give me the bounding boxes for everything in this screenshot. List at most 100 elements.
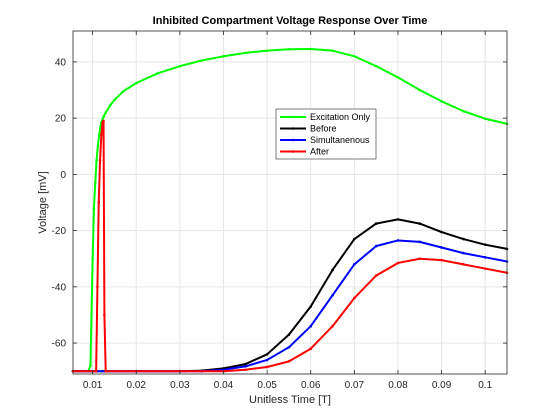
data-point-simultanenous [375,245,378,248]
data-point-before [484,243,487,246]
data-point-after [103,314,106,317]
data-point-simultanenous [353,263,356,266]
data-point-before [288,333,291,336]
data-point-after [440,259,443,262]
data-point-excitation-only [440,100,443,103]
data-point-simultanenous [266,359,269,362]
x-tick-label: 0.02 [127,380,147,391]
data-point-simultanenous [462,252,465,255]
data-point-before [309,305,312,308]
data-point-after [309,347,312,350]
data-point-excitation-only [179,65,182,68]
data-point-after [104,370,107,373]
data-point-excitation-only [244,52,247,55]
data-point-excitation-only [135,82,138,85]
data-point-excitation-only [91,257,94,260]
legend-label-simultanenous: Simultanenous [310,135,370,145]
data-point-simultanenous [484,256,487,259]
data-point-after [418,257,421,260]
data-point-after [95,370,98,373]
x-tick-label: 0.04 [214,380,234,391]
data-point-excitation-only [104,111,107,114]
data-point-excitation-only [288,48,291,51]
data-point-before [462,238,465,241]
data-point-after [484,267,487,270]
legend-marker-excitation-only [292,116,295,119]
data-point-excitation-only [93,207,96,210]
data-point-after [99,159,102,162]
data-point-after [353,297,356,300]
legend-label-before: Before [310,124,337,134]
data-point-excitation-only [462,110,465,113]
legend-marker-before [292,127,295,130]
data-point-after [102,120,105,123]
data-point-before [418,222,421,225]
y-tick-label: 0 [60,170,66,181]
data-point-after [266,366,269,369]
x-tick-label: 0.06 [301,380,321,391]
data-point-excitation-only [109,104,112,107]
data-point-excitation-only [266,49,269,52]
data-point-excitation-only [200,59,203,62]
y-axis-label: Voltage [mV] [37,171,49,233]
x-tick-label: 0.09 [432,380,452,391]
data-point-excitation-only [309,48,312,51]
chart-title: Inhibited Compartment Voltage Response O… [153,15,428,27]
data-point-before [375,222,378,225]
data-point-simultanenous [244,365,247,368]
data-point-excitation-only [397,76,400,79]
data-point-excitation-only [331,49,334,52]
legend-marker-after [292,150,295,153]
data-point-after [96,286,99,289]
y-tick-label: -60 [52,339,67,350]
data-point-before [440,231,443,234]
data-point-simultanenous [440,246,443,249]
data-point-before [244,363,247,366]
data-point-after [397,262,400,265]
data-point-simultanenous [397,239,400,242]
x-tick-label: 0.1 [478,380,492,391]
data-point-after [100,134,103,137]
data-point-after [288,360,291,363]
data-point-simultanenous [418,241,421,244]
data-point-after [462,263,465,266]
data-point-after [375,274,378,277]
data-point-after [97,201,100,204]
data-point-after [331,325,334,328]
data-point-excitation-only [102,115,105,118]
data-point-before [331,269,334,272]
data-point-excitation-only [95,159,98,162]
x-tick-label: 0.01 [83,380,103,391]
data-point-excitation-only [97,145,100,148]
legend-label-excitation-only: Excitation Only [310,112,371,122]
x-tick-label: 0.03 [170,380,190,391]
y-tick-label: 20 [55,114,67,125]
data-point-excitation-only [89,364,92,367]
data-point-excitation-only [353,55,356,58]
data-point-after [244,368,247,371]
data-point-simultanenous [288,346,291,349]
data-point-before [397,218,400,221]
data-point-simultanenous [309,325,312,328]
data-point-excitation-only [375,65,378,68]
data-point-before [353,238,356,241]
x-tick-label: 0.08 [388,380,408,391]
data-point-excitation-only [484,117,487,120]
y-tick-label: -40 [52,282,67,293]
y-tick-label: 40 [55,57,67,68]
x-tick-label: 0.05 [257,380,277,391]
data-point-excitation-only [222,55,225,58]
data-point-before [266,353,269,356]
data-point-simultanenous [331,294,334,297]
x-tick-label: 0.07 [345,380,365,391]
legend-label-after: After [310,147,329,157]
data-point-excitation-only [122,90,125,93]
data-point-excitation-only [113,99,116,102]
data-point-excitation-only [418,89,421,92]
legend-marker-simultanenous [292,139,295,142]
y-tick-label: -20 [52,226,67,237]
data-point-excitation-only [94,182,97,185]
data-point-excitation-only [157,72,160,75]
